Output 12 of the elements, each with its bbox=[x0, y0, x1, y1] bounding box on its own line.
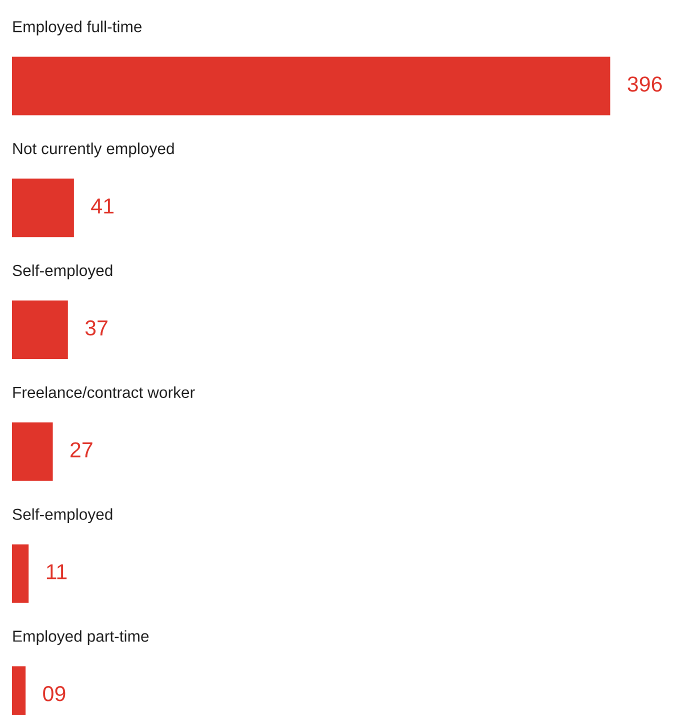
y-tick-label: Employed full-time bbox=[13, 20, 142, 36]
y-tick-label: Employed part-time bbox=[13, 630, 149, 645]
data-label: 41 bbox=[91, 198, 114, 214]
data-label: 37 bbox=[85, 320, 108, 336]
data-label: 11 bbox=[46, 564, 67, 580]
y-tick-label: Self-employed bbox=[12, 508, 112, 524]
y-tick-label: Not currently employed bbox=[13, 142, 174, 158]
data-label: 396 bbox=[628, 76, 662, 92]
y-tick-label: Self-employed bbox=[12, 264, 112, 280]
data-label: 27 bbox=[70, 442, 92, 458]
y-tick-label: Freelance/contract worker bbox=[13, 386, 195, 398]
data-label: 09 bbox=[43, 686, 66, 702]
